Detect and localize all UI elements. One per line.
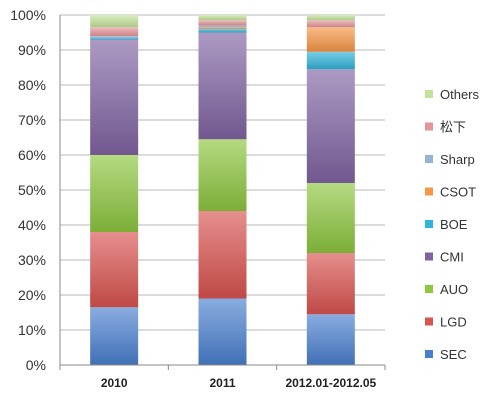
y-tick-label: 40% <box>18 217 46 233</box>
x-category-label: 2012.01-2012.05 <box>285 376 376 390</box>
legend-swatch <box>425 350 433 358</box>
legend-label: AUO <box>440 282 468 297</box>
legend-label: 松下 <box>440 120 466 135</box>
legend-swatch <box>425 317 433 326</box>
bar-segment-松下-2 <box>306 20 355 28</box>
bar-segment-others-0 <box>90 15 139 28</box>
bar-segment-others-2 <box>306 15 355 21</box>
legend-swatch <box>425 90 433 98</box>
y-tick-label: 90% <box>18 42 46 58</box>
legend-label: Sharp <box>440 152 475 167</box>
bar-segment-boe-2 <box>306 51 355 70</box>
x-category-label: 2011 <box>209 376 235 390</box>
axes: 0% 10% 20% 30% 40% 50% 60% 70% 80% 90% 100% 2010 201… <box>10 7 386 390</box>
legend-swatch <box>425 187 433 196</box>
y-tick-label: 60% <box>18 147 46 163</box>
legend-label: CMI <box>440 250 464 265</box>
bar-segment-sec-0 <box>90 307 139 365</box>
y-tick-label: 10% <box>18 322 46 338</box>
y-tick-label: 0% <box>26 357 46 373</box>
bar-segment-lgd-2 <box>306 253 355 315</box>
bar-segment-cmi-1 <box>198 32 247 140</box>
bar-segment-cmi-0 <box>90 39 139 155</box>
legend-swatch <box>425 285 433 293</box>
y-tick-label: 50% <box>18 182 46 198</box>
bar-segment-auo-2 <box>306 183 355 253</box>
bar-segment-lgd-1 <box>198 211 247 299</box>
legend-swatch <box>425 220 433 228</box>
bar-segment-auo-1 <box>198 139 247 211</box>
bar-segment-cmi-2 <box>306 69 355 183</box>
legend-label: SEC <box>440 347 467 362</box>
y-tick-label: 100% <box>10 7 46 23</box>
legend: Others 松下 Sharp CSOT BOE CMI AUO LGD SEC <box>425 87 480 362</box>
legend-swatch <box>425 155 433 163</box>
bar-segment-csot-1 <box>198 27 247 29</box>
legend-label: CSOT <box>440 185 476 200</box>
x-category-label: 2010 <box>101 376 128 390</box>
bar-segment-boe-0 <box>90 37 139 40</box>
legend-label: Others <box>440 87 480 102</box>
bar-segment-boe-1 <box>198 29 247 33</box>
y-tick-label: 20% <box>18 287 46 303</box>
y-tick-label: 70% <box>18 112 46 128</box>
bar-segment-sharp-1 <box>198 25 247 28</box>
legend-label: BOE <box>440 217 468 232</box>
bar-segment-sharp-0 <box>90 36 139 38</box>
y-tick-label: 30% <box>18 252 46 268</box>
bar-segment-sec-2 <box>306 314 355 365</box>
bar-segment-松下-0 <box>90 27 139 36</box>
legend-swatch <box>425 122 433 131</box>
bar-segment-sec-1 <box>198 298 247 365</box>
bar-segment-csot-2 <box>306 27 355 52</box>
y-tick-label: 80% <box>18 77 46 93</box>
bar-segment-松下-1 <box>198 20 247 26</box>
bar-segment-others-1 <box>198 15 247 21</box>
legend-swatch <box>425 252 433 261</box>
bar-segment-lgd-0 <box>90 232 139 308</box>
legend-label: LGD <box>440 315 467 330</box>
bars <box>90 15 355 365</box>
bar-segment-auo-0 <box>90 155 139 232</box>
